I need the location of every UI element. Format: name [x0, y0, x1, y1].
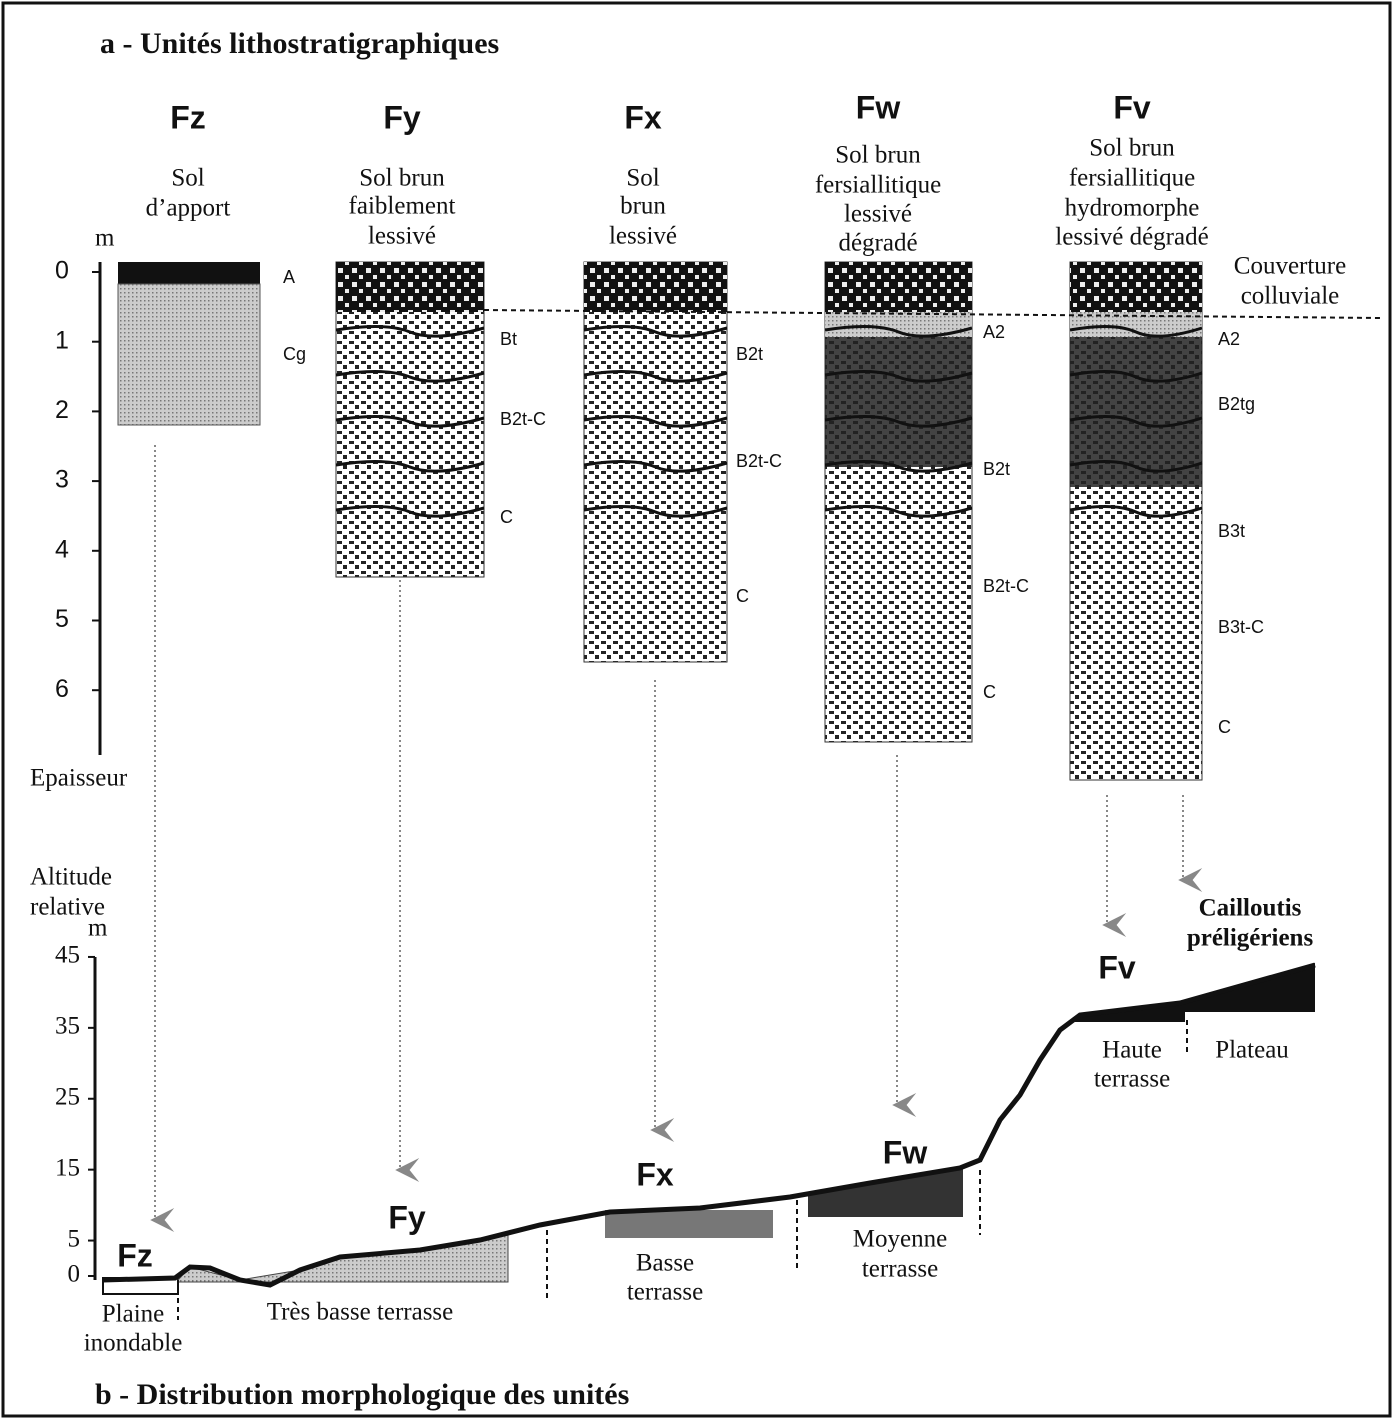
- soil-name: fersiallitique: [1069, 165, 1195, 192]
- horizon-label: B2t-C: [983, 576, 1029, 596]
- horizon-label: B2t-C: [500, 409, 546, 429]
- soil-name: lessivé dégradé: [1055, 224, 1208, 251]
- axis-label: Altitude: [30, 864, 112, 891]
- soil-name: brun: [620, 193, 666, 220]
- profile-code: Fy: [383, 99, 421, 135]
- horizon-label: A2: [983, 322, 1005, 342]
- horizon: [1070, 262, 1202, 312]
- horizon-label: A2: [1218, 329, 1240, 349]
- landform-code: Fy: [388, 1199, 426, 1235]
- soil-name: faiblement: [349, 193, 456, 220]
- landform-code: Fz: [117, 1237, 153, 1273]
- landform-name: terrasse: [1094, 1066, 1170, 1093]
- landform-code: Fx: [636, 1156, 674, 1192]
- tick-label: 0: [55, 257, 69, 285]
- horizon-label: B3t-C: [1218, 617, 1264, 637]
- tick-label: 5: [55, 605, 69, 633]
- profile-code: Fw: [856, 89, 901, 125]
- horizon-label: A: [283, 267, 295, 287]
- landform-block: [605, 1210, 773, 1238]
- landform-name: Plaine: [102, 1301, 165, 1328]
- soil-name: Sol: [171, 165, 204, 192]
- soil-name: Sol brun: [359, 165, 445, 192]
- colluvial-label: Couverture: [1234, 253, 1346, 280]
- diagram: a - Unités lithostratigraphiques b - Dis…: [0, 0, 1393, 1419]
- horizon: [1070, 337, 1202, 487]
- landform-name: Moyenne: [853, 1226, 947, 1253]
- tick-label: 4: [55, 535, 69, 563]
- tick-label: 25: [55, 1083, 80, 1110]
- horizon-label: Cg: [283, 344, 306, 364]
- horizon: [336, 262, 484, 312]
- soil-name: fersiallitique: [815, 172, 941, 199]
- axis-label: Epaisseur: [30, 765, 128, 792]
- soil-name: lessivé: [368, 223, 436, 250]
- horizon: [825, 337, 972, 467]
- landform-name: Plateau: [1215, 1037, 1289, 1064]
- tick-label: 2: [55, 396, 69, 424]
- axis-unit: m: [88, 915, 108, 942]
- landform-name: Haute: [1102, 1037, 1162, 1064]
- horizon-label: B3t: [1218, 521, 1245, 541]
- landform-code: Fv: [1098, 949, 1136, 985]
- horizon-label: C: [983, 682, 996, 702]
- horizon-label: B2t-C: [736, 451, 782, 471]
- title-b: b - Distribution morphologique des unité…: [95, 1378, 629, 1411]
- tick-label: 6: [55, 675, 69, 703]
- soil-name: dégradé: [838, 230, 917, 257]
- soil-name: Sol brun: [835, 142, 921, 169]
- landform-code: Fw: [883, 1134, 928, 1170]
- soil-name: Sol brun: [1089, 135, 1175, 162]
- horizon-label: C: [736, 586, 749, 606]
- landform-name: terrasse: [862, 1256, 938, 1283]
- horizon-label: C: [500, 507, 513, 527]
- soil-name: lessivé: [844, 201, 912, 228]
- landform-name: inondable: [84, 1330, 183, 1357]
- horizon: [118, 262, 260, 284]
- soil-name: Sol: [626, 165, 659, 192]
- tick-label: 1: [55, 326, 69, 354]
- axis-unit: m: [95, 225, 115, 252]
- profile-code: Fx: [624, 99, 662, 135]
- colluvial-label: colluviale: [1241, 283, 1340, 310]
- tick-label: 35: [55, 1013, 80, 1040]
- horizon-label: Bt: [500, 329, 517, 349]
- tick-label: 15: [55, 1154, 80, 1181]
- horizon: [825, 262, 972, 312]
- landform-name: terrasse: [627, 1279, 703, 1306]
- horizon: [584, 262, 727, 312]
- horizon-label: B2t: [983, 459, 1010, 479]
- soil-name: d’apport: [146, 195, 231, 222]
- landform-name: Très basse terrasse: [267, 1299, 454, 1326]
- tick-label: 0: [68, 1261, 81, 1288]
- horizon-label: B2tg: [1218, 394, 1255, 414]
- horizon: [118, 284, 260, 425]
- horizon-label: B2t: [736, 344, 763, 364]
- profile-code: Fz: [170, 99, 206, 135]
- tick-label: 45: [55, 942, 80, 969]
- horizon-label: C: [1218, 717, 1231, 737]
- soil-name: lessivé: [609, 223, 677, 250]
- title-a: a - Unités lithostratigraphiques: [100, 27, 499, 60]
- gravels-label: préligériens: [1187, 925, 1314, 952]
- profile-code: Fv: [1113, 89, 1151, 125]
- soil-name: hydromorphe: [1065, 195, 1200, 222]
- tick-label: 3: [55, 466, 69, 494]
- landform-name: Basse: [636, 1250, 694, 1277]
- tick-label: 5: [68, 1225, 81, 1252]
- gravels-label: Cailloutis: [1199, 895, 1302, 922]
